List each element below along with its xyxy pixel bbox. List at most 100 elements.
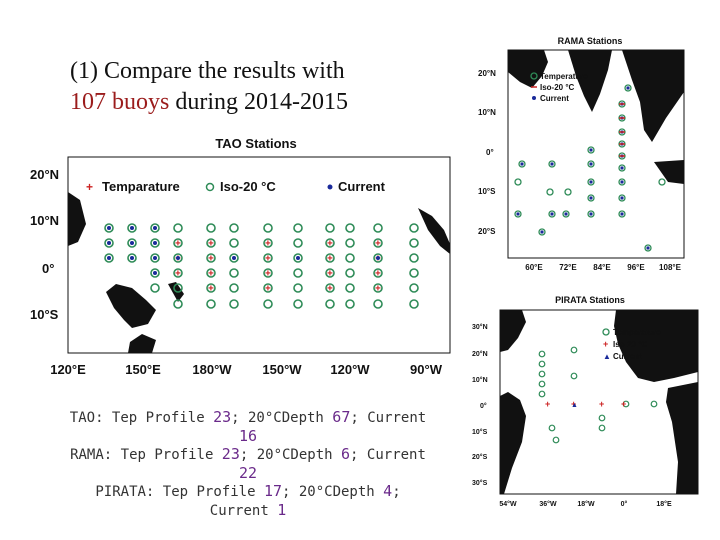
tao-map: TAO Stations +++++++++++++++++++ + Tempa…	[30, 136, 451, 377]
tao-buoy-marker	[263, 223, 273, 233]
rama-current-marker	[516, 212, 520, 216]
pirata-y-label: 20°S	[472, 453, 488, 461]
rama-y-label: 0°	[486, 148, 494, 157]
title-highlight: 107 buoys	[70, 89, 170, 115]
tao-buoy-marker	[263, 268, 273, 278]
rama-current-marker	[620, 196, 624, 200]
pirata-y-label: 30°S	[472, 479, 488, 487]
stats-value: 67	[332, 408, 351, 426]
tao-iso-marker: +	[375, 269, 381, 280]
rama-current-marker	[620, 166, 624, 170]
pirata-buoy-marker	[598, 414, 606, 422]
rama-buoy-marker	[538, 228, 546, 236]
rama-legend: Temperature Iso-20 °C Current	[530, 72, 588, 103]
rama-buoy-marker	[562, 210, 570, 218]
tao-buoy-marker	[150, 283, 160, 293]
rama-legend-cur: Current	[540, 94, 569, 103]
rama-buoy-marker	[587, 146, 595, 154]
tao-buoy-marker	[325, 299, 335, 309]
pirata-iso-marker: +	[545, 399, 550, 409]
tao-current-marker	[130, 226, 134, 230]
tao-y-label: 10°N	[30, 213, 59, 228]
rama-map: RAMA Stations Temperature Iso-20 °C Curr…	[478, 36, 685, 272]
tao-buoy-marker	[150, 253, 160, 263]
tao-buoy-marker	[229, 268, 239, 278]
pirata-legend-temp-symbol	[602, 328, 610, 336]
tao-buoy-marker	[104, 223, 114, 233]
tao-iso-marker: +	[208, 284, 214, 295]
pirata-y-label: 30°N	[472, 323, 488, 331]
pirata-iso-marker: +	[621, 399, 626, 409]
tao-buoy-marker	[409, 299, 419, 309]
tao-buoy-marker	[173, 238, 183, 248]
pirata-x-labels: 54°W 36°W 18°W 0° 18°E	[499, 500, 672, 508]
tao-buoy-marker	[206, 268, 216, 278]
pirata-map: PIRATA Stations + + + +▲ Temparature + Iso-…	[472, 295, 699, 508]
rama-buoy-marker	[548, 160, 556, 168]
tao-iso-marker: +	[208, 269, 214, 280]
tao-buoy-marker	[206, 223, 216, 233]
tao-buoy-marker	[325, 283, 335, 293]
tao-buoy-marker	[345, 223, 355, 233]
stats-label: ;	[392, 484, 401, 500]
pirata-x-label: 18°W	[577, 500, 595, 508]
tao-land-australia	[128, 334, 156, 353]
pirata-land-africa-s	[666, 382, 698, 494]
tao-iso-marker: +	[327, 284, 333, 295]
rama-current-marker	[550, 162, 554, 166]
tao-legend-cur: Current	[338, 179, 386, 194]
rama-y-label: 20°S	[478, 227, 496, 236]
tao-y-labels: 20°N 10°N 0° 10°S	[30, 167, 59, 322]
tao-legend-iso-symbol	[205, 182, 215, 192]
stats-label: RAMA: Tep Profile	[70, 447, 222, 463]
pirata-map-title: PIRATA Stations	[555, 295, 625, 305]
tao-buoy-marker	[104, 238, 114, 248]
rama-current-marker	[646, 246, 650, 250]
rama-current-marker	[564, 212, 568, 216]
stats-label: ; Current	[350, 410, 427, 426]
tao-land-newguinea	[106, 284, 156, 328]
tao-x-label: 150°W	[262, 362, 302, 377]
pirata-buoy-marker	[570, 372, 578, 380]
tao-buoy-marker	[229, 238, 239, 248]
tao-current-marker	[153, 226, 157, 230]
rama-legend-temp-symbol	[530, 72, 538, 80]
tao-iso-marker: +	[265, 284, 271, 295]
tao-buoy-marker	[206, 253, 216, 263]
rama-map-title: RAMA Stations	[558, 36, 623, 46]
tao-buoy-marker	[345, 238, 355, 248]
tao-iso-marker: +	[265, 239, 271, 250]
tao-buoy-marker	[229, 253, 239, 263]
tao-iso-marker: +	[327, 239, 333, 250]
tao-buoy-marker	[206, 299, 216, 309]
pirata-buoy-marker	[548, 424, 556, 432]
tao-buoy-marker	[229, 223, 239, 233]
tao-buoy-marker	[173, 283, 183, 293]
tao-x-label: 120°W	[330, 362, 370, 377]
tao-current-marker	[232, 256, 236, 260]
tao-buoy-marker	[263, 253, 273, 263]
tao-buoy-marker	[325, 253, 335, 263]
stats-value: 17	[263, 482, 282, 500]
pirata-buoy-marker	[538, 380, 546, 388]
pirata-buoy-marker	[650, 400, 658, 408]
stats-label: ; 20°CDepth	[282, 484, 384, 500]
tao-buoy-marker	[345, 299, 355, 309]
tao-buoy-marker	[293, 299, 303, 309]
tao-iso-marker: +	[175, 239, 181, 250]
tao-current-marker	[107, 241, 111, 245]
pirata-x-label: 18°E	[656, 500, 672, 508]
tao-buoy-marker	[409, 223, 419, 233]
rama-current-marker	[550, 212, 554, 216]
tao-buoy-marker	[293, 283, 303, 293]
tao-buoy-marker	[293, 238, 303, 248]
tao-current-marker	[107, 226, 111, 230]
tao-buoy-layer: +++++++++++++++++++	[104, 223, 419, 309]
tao-iso-marker: +	[265, 269, 271, 280]
tao-iso-marker: +	[208, 254, 214, 265]
tao-land-asia	[68, 192, 86, 246]
rama-buoy-marker	[587, 178, 595, 186]
stats-rama-current: 22	[238, 464, 258, 482]
tao-buoy-marker	[293, 268, 303, 278]
stats-value: 23	[213, 408, 232, 426]
